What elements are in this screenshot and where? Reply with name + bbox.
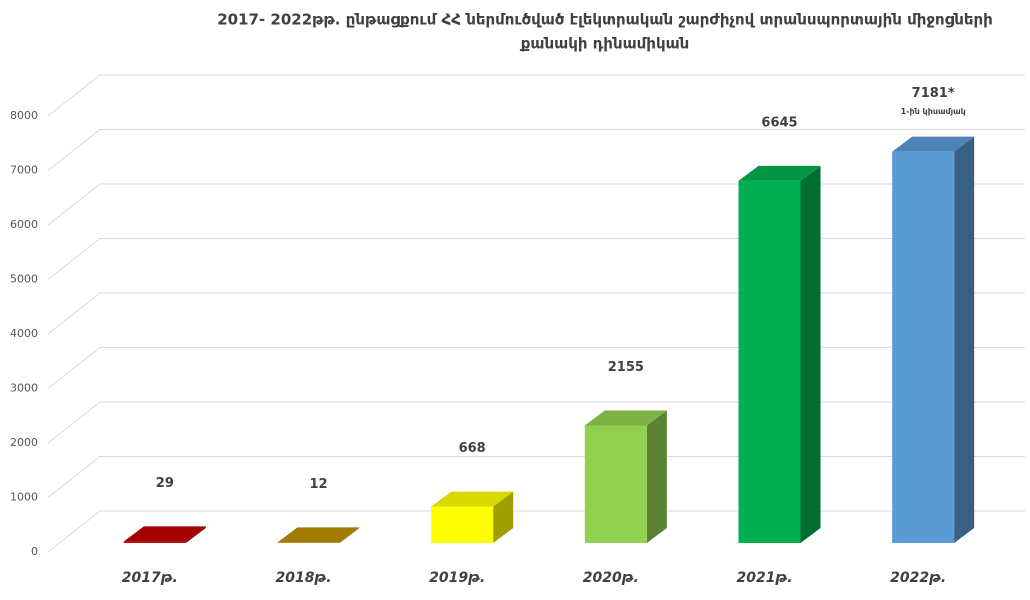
grid-line	[47, 74, 1025, 117]
bar-top	[431, 491, 514, 507]
bar-side	[800, 165, 821, 543]
bar-top	[738, 165, 821, 181]
bar-side	[185, 526, 206, 543]
chart-title: 2017- 2022թթ. ընթացքում ՀՀ ներմուծված էլ…	[217, 11, 993, 29]
value-label: 668	[459, 441, 486, 456]
x-tick-label: 2019թ.	[429, 570, 485, 586]
grid-line	[47, 401, 1025, 444]
bar	[584, 410, 667, 543]
bar-top	[277, 527, 360, 543]
y-tick-label: 2000	[10, 436, 38, 449]
y-tick-label: 1000	[10, 491, 38, 504]
value-label: 7181*	[912, 86, 955, 101]
y-tick-label: 7000	[10, 164, 38, 177]
bar	[123, 526, 206, 543]
y-tick-label: 3000	[10, 382, 38, 395]
value-label: 2155	[608, 360, 644, 375]
bar	[892, 136, 975, 543]
bar	[277, 527, 360, 543]
y-tick-label: 4000	[10, 327, 38, 340]
value-label: 12	[309, 477, 327, 492]
y-tick-label: 6000	[10, 218, 38, 231]
bar-side	[954, 136, 975, 543]
bar	[431, 491, 514, 543]
grid-line	[47, 347, 1025, 389]
bar-top	[892, 136, 975, 152]
y-tick-label: 8000	[10, 109, 38, 122]
bar-front	[431, 506, 494, 543]
value-label: 29	[156, 476, 174, 491]
bar-front	[892, 151, 955, 543]
bar-front	[738, 180, 801, 543]
grid-line	[47, 183, 1025, 226]
bar	[738, 165, 821, 543]
bar-front	[584, 425, 647, 543]
chart-title: քանակի դինամիկան	[520, 35, 690, 53]
x-tick-label: 2018թ.	[275, 570, 331, 586]
bar-front	[123, 541, 186, 543]
bar-side	[493, 491, 514, 543]
grid-line	[47, 238, 1025, 280]
y-tick-label: 0	[31, 545, 38, 558]
annotation: 1-ին կիսամյակ	[901, 107, 966, 116]
value-label: 6645	[761, 115, 797, 130]
y-tick-label: 5000	[10, 273, 38, 286]
bar-side	[646, 410, 667, 543]
bar-top	[123, 526, 206, 542]
x-tick-label: 2022թ.	[890, 570, 946, 586]
grid-line	[47, 292, 1025, 335]
x-tick-label: 2021թ.	[736, 570, 792, 586]
bar-top	[584, 410, 667, 426]
bar-front	[277, 542, 340, 543]
x-tick-label: 2017թ.	[122, 570, 178, 586]
grid-line	[47, 129, 1025, 171]
grid-line	[47, 510, 1025, 553]
grid-line	[47, 456, 1025, 498]
x-tick-label: 2020թ.	[583, 570, 639, 586]
bar-side	[339, 527, 360, 543]
